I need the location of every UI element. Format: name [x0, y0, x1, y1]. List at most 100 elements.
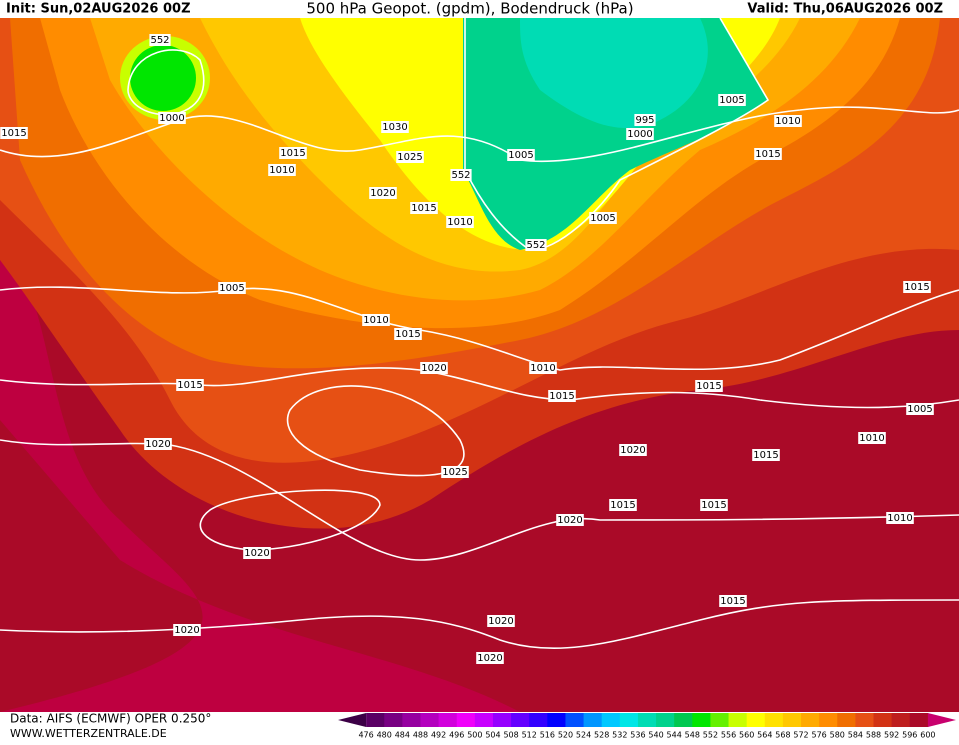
scale-box — [692, 713, 711, 727]
scale-label: 560 — [739, 731, 754, 740]
site-name: WWW.WETTERZENTRALE.DE — [10, 727, 167, 740]
scale-label: 504 — [485, 731, 500, 740]
label-box — [450, 169, 472, 181]
label-box — [906, 403, 934, 415]
contour-label: 1020 — [477, 653, 502, 664]
label-box — [548, 390, 576, 402]
scale-label: 508 — [503, 731, 518, 740]
label-box — [362, 314, 390, 326]
scale-label: 536 — [630, 731, 645, 740]
label-box — [700, 499, 728, 511]
label-box — [369, 187, 397, 199]
contour-label: 1005 — [508, 150, 533, 161]
isobars — [0, 17, 959, 650]
scale-label: 520 — [558, 731, 573, 740]
scale-label: 548 — [685, 731, 700, 740]
color-scale: 476 480 484 488 492 496 500 504 508 512 516 520 524 5… — [338, 713, 956, 740]
label-box — [144, 438, 172, 450]
valid-time: Valid: Thu,06AUG2026 00Z — [747, 2, 943, 17]
contour-label: 1030 — [382, 122, 407, 133]
scale-box — [529, 713, 548, 727]
contour-label: 1015 — [395, 329, 420, 340]
scale-label: 492 — [431, 731, 446, 740]
label-box — [441, 466, 469, 478]
label-box — [626, 128, 654, 140]
scale-box — [819, 713, 838, 727]
scale-label: 576 — [812, 731, 827, 740]
scale-box — [366, 713, 385, 727]
scale-label: 496 — [449, 731, 464, 740]
scale-label: 584 — [848, 731, 863, 740]
scale-label: 512 — [522, 731, 537, 740]
label-box — [487, 615, 515, 627]
label-box — [634, 114, 656, 126]
scale-box — [710, 713, 730, 727]
label-box — [752, 449, 780, 461]
label-box — [218, 282, 246, 294]
label-box — [243, 547, 271, 559]
scale-label: 592 — [884, 731, 899, 740]
label-box — [158, 112, 186, 124]
scale-box — [728, 713, 748, 727]
scale-label: 596 — [902, 731, 917, 740]
scale-box — [456, 713, 476, 727]
scale-box — [746, 713, 766, 727]
contour-label: 1015 — [549, 391, 574, 402]
contour-label: 1020 — [145, 439, 170, 450]
contour-label: 1015 — [696, 381, 721, 392]
label-box — [525, 239, 547, 251]
label-box — [149, 34, 171, 46]
label-box — [886, 512, 914, 524]
contour-label: 1010 — [887, 513, 912, 524]
scale-box — [511, 713, 530, 727]
contour-label: 552 — [451, 170, 470, 181]
scale-label: 600 — [920, 731, 935, 740]
scale-box — [420, 713, 440, 727]
label-box — [719, 595, 747, 607]
scale-box — [637, 713, 657, 727]
label-box — [695, 380, 723, 392]
contour-label: 1025 — [397, 152, 422, 163]
label-box — [754, 148, 782, 160]
scale-box — [674, 713, 693, 727]
contour-label: 1015 — [411, 203, 436, 214]
scale-label: 588 — [866, 731, 881, 740]
scale-label: 572 — [793, 731, 808, 740]
contour-label: 1020 — [244, 548, 269, 559]
contour-label: 1020 — [421, 363, 446, 374]
label-box — [609, 499, 637, 511]
scale-box — [855, 713, 875, 727]
contour-label: 1010 — [775, 116, 800, 127]
scale-box — [782, 713, 802, 727]
scale-label: 540 — [648, 731, 663, 740]
contour-label: 1020 — [370, 188, 395, 199]
scale-box — [801, 713, 820, 727]
contour-label: 1020 — [557, 515, 582, 526]
label-box — [529, 362, 557, 374]
scale-label: 552 — [703, 731, 718, 740]
map-field — [0, 18, 959, 712]
label-box — [718, 94, 746, 106]
contour-label: 1010 — [269, 165, 294, 176]
init-time: Init: Sun,02AUG2026 00Z — [6, 2, 191, 17]
scale-box — [764, 713, 784, 727]
contour-label: 1015 — [753, 450, 778, 461]
contour-label: 1020 — [174, 625, 199, 636]
contour-label: 1015 — [701, 500, 726, 511]
scale-box — [547, 713, 566, 727]
label-box — [176, 379, 204, 391]
label-box — [507, 149, 535, 161]
label-box — [420, 362, 448, 374]
contour-label: 995 — [635, 115, 654, 126]
scale-box — [565, 713, 585, 727]
scale-arrow — [338, 713, 367, 727]
contour-label: 1010 — [447, 217, 472, 228]
contour-label: 1015 — [280, 148, 305, 159]
scale-label: 580 — [830, 731, 845, 740]
data-source: Data: AIFS (ECMWF) OPER 0.250° — [10, 712, 211, 726]
scale-label: 524 — [576, 731, 591, 740]
map-title: 500 hPa Geopot. (gpdm), Bodendruck (hPa) — [306, 0, 633, 18]
header-band — [0, 0, 959, 18]
label-box — [774, 115, 802, 127]
